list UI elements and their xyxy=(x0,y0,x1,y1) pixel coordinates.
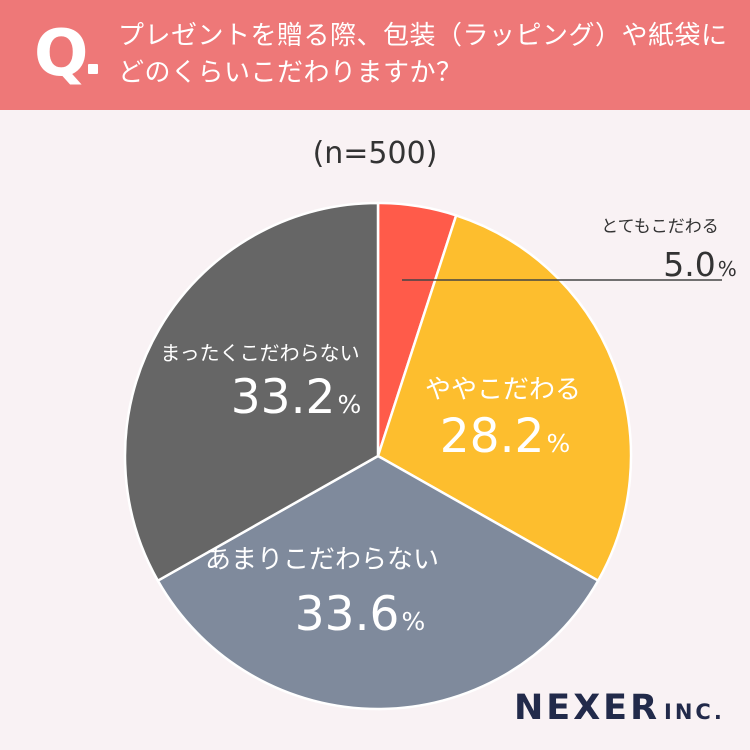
slice-value-somewhat: 28.2 xyxy=(440,409,545,464)
nexer-logo: NEXER INC. xyxy=(514,688,725,728)
question-text: プレゼントを贈る際、包装（ラッピング）や紙袋に どのくらいこだわりますか？ xyxy=(118,18,738,92)
pie-slice-somewhat xyxy=(376,214,633,582)
slice-value-label-somewhat: 28.2% xyxy=(440,409,570,464)
slice-value-label-very: 5.0% xyxy=(663,245,737,284)
q-mark: Q xyxy=(34,17,89,91)
question-line-1: プレゼントを贈る際、包装（ラッピング）や紙袋に xyxy=(118,21,728,51)
slice-label-somewhat: ややこだわる xyxy=(425,375,581,405)
slice-percent-sign-not-much: % xyxy=(401,607,425,636)
logo-suffix: INC. xyxy=(664,700,725,724)
slice-label-very: とてもこだわる xyxy=(601,217,719,237)
logo-main: NEXER xyxy=(514,688,661,728)
sample-size-label: (n=500) xyxy=(312,136,438,171)
slice-percent-sign-not-at-all: % xyxy=(337,390,361,419)
slice-percent-sign-very: % xyxy=(718,257,737,281)
slice-value-very: 5.0 xyxy=(663,245,715,284)
question-header: Q プレゼントを贈る際、包装（ラッピング）や紙袋に どのくらいこだわりますか？ xyxy=(0,0,750,110)
pie-slice-not-at-all xyxy=(123,201,380,582)
question-line-2: どのくらいこだわりますか？ xyxy=(118,58,463,88)
q-dot xyxy=(88,64,98,74)
slice-label-not-at-all: まったくこだわらない xyxy=(160,341,359,365)
slice-value-not-much: 33.6 xyxy=(295,587,400,642)
slice-value-label-not-much: 33.6% xyxy=(295,587,425,642)
slice-label-not-much: あまりこだわらない xyxy=(205,545,439,575)
slice-value-label-not-at-all: 33.2% xyxy=(231,370,361,425)
slice-percent-sign-somewhat: % xyxy=(546,429,570,458)
slice-value-not-at-all: 33.2 xyxy=(231,370,336,425)
